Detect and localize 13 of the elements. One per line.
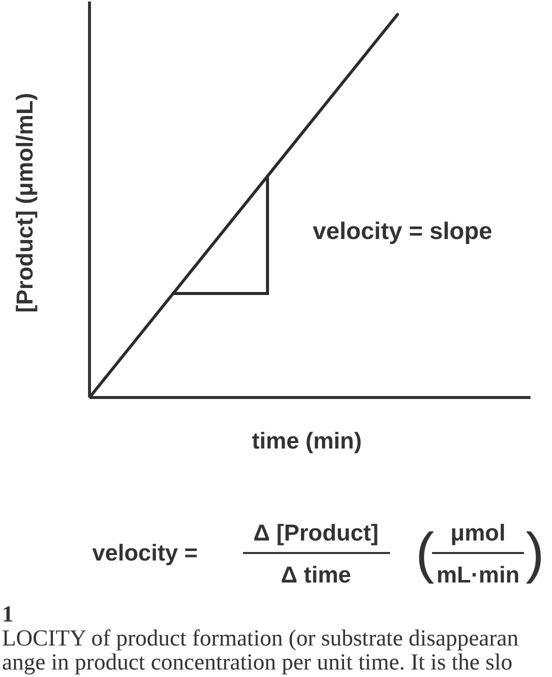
annotation: velocity = slope xyxy=(312,218,492,245)
text: ange in product concentration per unit time. It is the slo xyxy=(2,650,512,674)
text: mL·min xyxy=(436,562,520,588)
x-axis-title: time (min) xyxy=(252,428,362,454)
text: μmol xyxy=(450,520,506,546)
text: 1 xyxy=(2,602,14,626)
y-axis-title: [Product] (μmol/mL) xyxy=(12,92,38,313)
text: ) xyxy=(526,521,544,584)
text: Δ [Product] xyxy=(253,520,379,546)
text: ( xyxy=(416,521,434,584)
text: Δ time xyxy=(280,562,352,588)
text: LOCITY of product formation (or substrate disappearan xyxy=(2,626,518,650)
text: velocity = xyxy=(92,540,198,566)
